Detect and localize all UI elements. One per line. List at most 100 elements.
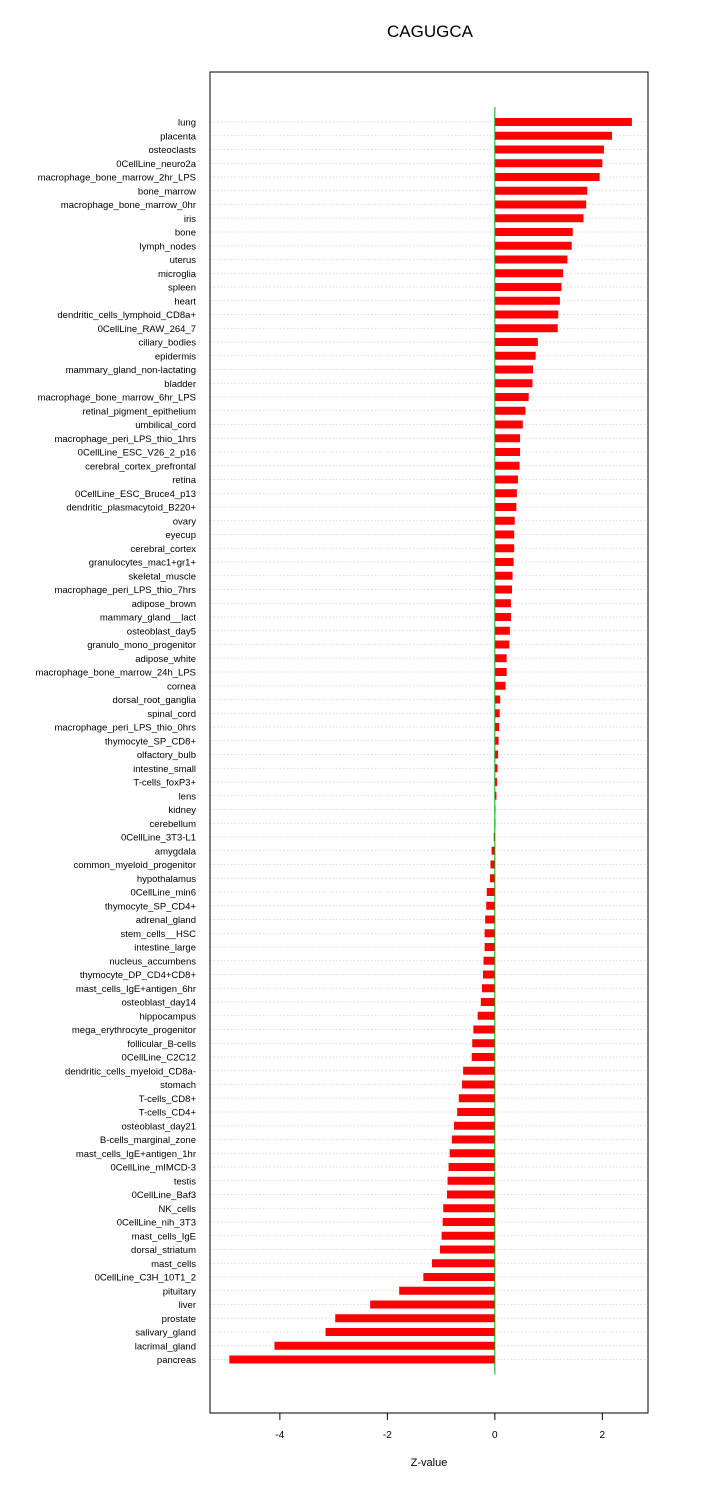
category-label: NK_cells	[159, 1204, 197, 1215]
category-label: macrophage_peri_LPS_thio_1hrs	[54, 434, 196, 445]
bar	[494, 778, 497, 786]
bar	[494, 599, 511, 608]
x-tick-label: 2	[600, 1430, 606, 1441]
bar	[494, 750, 499, 759]
category-label: 0CellLine_min6	[131, 888, 196, 899]
category-label: granulo_mono_progenitor	[87, 640, 196, 651]
bar	[494, 434, 521, 443]
bar	[494, 558, 514, 566]
category-label: cerebellum	[150, 819, 197, 830]
bar	[494, 131, 612, 140]
category-label: mast_cells_IgE+antigen_1hr	[76, 1149, 196, 1160]
bars	[229, 118, 632, 1364]
bar	[494, 503, 517, 511]
category-label: iris	[184, 214, 196, 225]
bar	[494, 613, 511, 621]
bar	[451, 1135, 495, 1144]
bar	[494, 214, 584, 223]
category-label: ciliary_bodies	[138, 338, 196, 349]
category-label: B-cells_marginal_zone	[100, 1135, 196, 1146]
bar	[484, 929, 495, 938]
category-label: common_myeloid_progenitor	[73, 860, 196, 871]
bar	[494, 269, 564, 278]
category-label: salivary_gland	[135, 1328, 196, 1339]
bar	[441, 1231, 495, 1240]
bar	[494, 228, 573, 236]
bar	[463, 1066, 495, 1075]
category-label: retinal_pigment_epithelium	[82, 406, 196, 417]
category-label: lung	[178, 118, 196, 129]
bar	[431, 1259, 495, 1268]
category-label: macrophage_peri_LPS_thio_0hrs	[54, 723, 196, 734]
bar	[494, 448, 521, 456]
bar	[494, 461, 520, 470]
bar	[486, 901, 495, 910]
bar	[447, 1190, 495, 1199]
bar	[483, 956, 495, 965]
category-label: cornea	[167, 681, 197, 692]
category-label: nucleus_accumbens	[109, 956, 196, 967]
category-label: granulocytes_mac1+gr1+	[89, 558, 197, 569]
bar	[494, 709, 500, 718]
bar	[494, 791, 497, 800]
category-label: macrophage_bone_marrow_24h_LPS	[35, 668, 196, 679]
bar	[494, 764, 498, 773]
category-label: microglia	[158, 269, 197, 280]
bar	[480, 998, 495, 1006]
bar	[494, 351, 536, 360]
bar	[494, 654, 507, 663]
bar	[494, 571, 513, 580]
bar	[494, 695, 501, 704]
bar	[494, 296, 560, 305]
category-label: retina	[172, 475, 196, 486]
bar	[494, 530, 515, 539]
category-label: cerebral_cortex_prefrontal	[85, 461, 196, 472]
x-tick-label: 0	[492, 1430, 498, 1441]
bar	[486, 888, 495, 896]
category-label: mast_cells	[151, 1259, 196, 1270]
x-tick-label: -2	[383, 1430, 392, 1441]
bar	[453, 1121, 495, 1130]
category-label: bone_marrow	[138, 186, 196, 197]
bar	[335, 1314, 495, 1323]
category-label: hypothalamus	[137, 874, 196, 885]
category-label: T-cells_CD8+	[139, 1094, 197, 1105]
bar	[491, 846, 495, 855]
bar	[494, 585, 513, 594]
category-label: thymocyte_SP_CD4+	[105, 901, 197, 912]
category-label: lens	[179, 791, 197, 802]
category-label: adipose_white	[135, 654, 196, 665]
bar	[477, 1011, 495, 1020]
category-label: cerebral_cortex	[131, 544, 197, 555]
x-axis: -4 -2 0 2	[275, 1413, 606, 1441]
bar	[471, 1053, 495, 1061]
bar	[447, 1176, 495, 1185]
bar	[494, 255, 568, 264]
category-label: placenta	[160, 131, 197, 142]
bar	[494, 723, 500, 731]
category-label: dorsal_root_ganglia	[113, 695, 197, 706]
category-label: 0CellLine_ESC_Bruce4_p13	[75, 489, 196, 500]
bar	[494, 736, 499, 745]
bar	[489, 874, 495, 883]
category-label: macrophage_peri_LPS_thio_7hrs	[54, 585, 196, 596]
category-label: T-cells_foxP3+	[133, 778, 196, 789]
category-label: adrenal_gland	[136, 915, 196, 926]
category-label: lacrimal_gland	[135, 1341, 196, 1352]
category-label: ovary	[173, 516, 196, 527]
category-label: 0CellLine_RAW_264_7	[98, 324, 196, 335]
category-label: liver	[179, 1300, 196, 1311]
bar	[494, 640, 510, 649]
category-label: osteoblast_day21	[122, 1121, 196, 1132]
bar	[494, 241, 572, 250]
category-label: adipose_brown	[132, 599, 196, 610]
category-label: follicular_B-cells	[127, 1039, 196, 1050]
category-labels: lung placenta osteoclasts 0CellLine_neuro2a…	[35, 118, 196, 1367]
bar	[494, 283, 562, 291]
bar	[325, 1328, 495, 1336]
bar	[483, 970, 495, 979]
bar	[484, 943, 495, 951]
bar	[494, 420, 523, 429]
category-label: umbilical_cord	[135, 420, 196, 431]
category-label: eyecup	[165, 530, 196, 541]
